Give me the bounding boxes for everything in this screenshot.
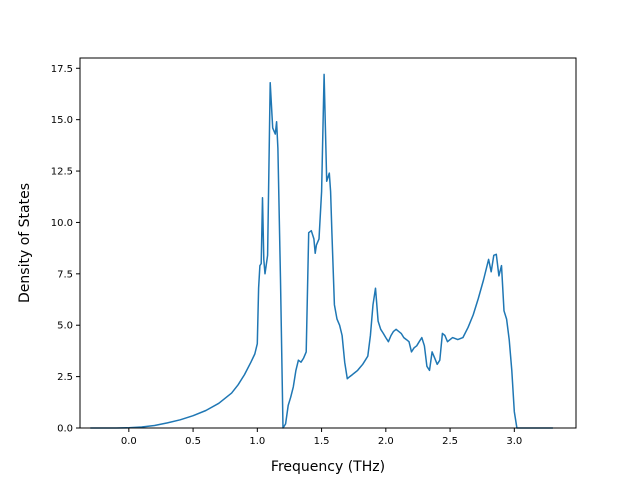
x-axis-ticks: 0.0 0.5 1.0 1.5 2.0 2.5 3.0 (121, 428, 522, 447)
y-axis-ticks: 0.0 2.5 5.0 7.5 10.0 12.5 15.0 17.5 (51, 64, 80, 435)
plot-frame (79, 57, 577, 429)
y-tick-label: 17.5 (51, 64, 73, 75)
y-tick-label: 2.5 (57, 372, 73, 383)
plot-layer (90, 73, 553, 429)
y-tick-label: 5.0 (57, 321, 73, 332)
x-tick-label: 2.5 (442, 436, 458, 447)
y-tick-label: 10.0 (51, 218, 73, 229)
y-axis-label: Density of States (17, 183, 33, 303)
y-tick-label: 12.5 (51, 167, 73, 178)
x-tick-label: 0.0 (121, 436, 137, 447)
x-tick-label: 1.5 (314, 436, 330, 447)
x-axis-label: Frequency (THz) (271, 459, 385, 475)
x-tick-label: 0.5 (185, 436, 201, 447)
y-tick-label: 7.5 (57, 269, 73, 280)
dos-series-line (90, 73, 553, 429)
x-tick-label: 3.0 (506, 436, 522, 447)
y-tick-label: 0.0 (57, 424, 73, 435)
x-tick-label: 1.0 (249, 436, 265, 447)
x-tick-label: 2.0 (378, 436, 394, 447)
y-tick-label: 15.0 (51, 115, 73, 126)
